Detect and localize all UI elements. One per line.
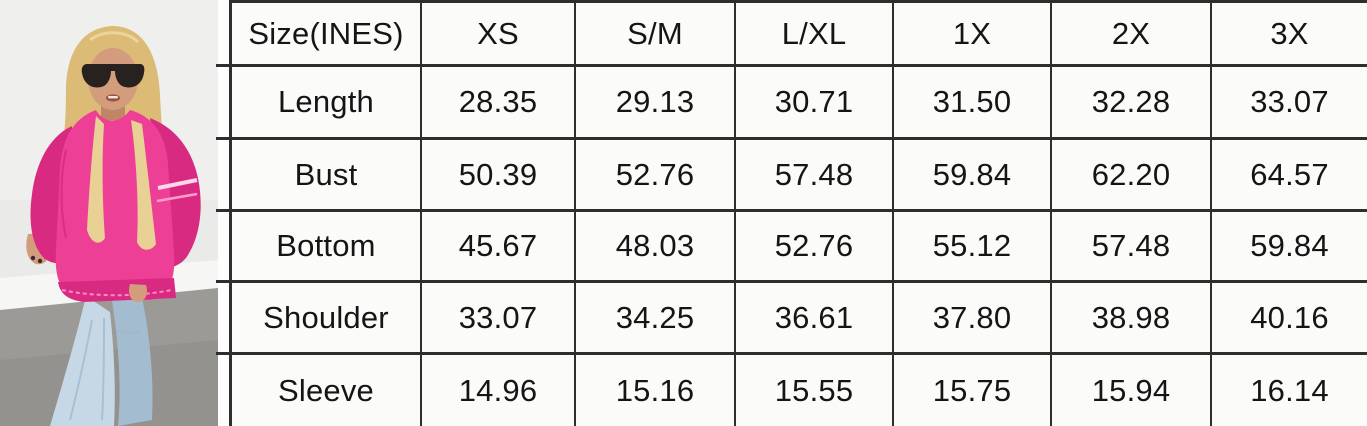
value-cell: 30.71: [736, 67, 894, 140]
value-cell: 59.84: [1212, 212, 1367, 283]
value-cell: 15.16: [576, 355, 736, 426]
value-cell: 15.75: [894, 355, 1052, 426]
value-cell: 55.12: [894, 212, 1052, 283]
value-cell: 31.50: [894, 67, 1052, 140]
product-photo: [0, 0, 218, 426]
row-label-bottom: Bottom: [232, 212, 422, 283]
value-cell: 33.07: [422, 283, 576, 355]
hair-front: [87, 31, 156, 250]
value-cell: 28.35: [422, 67, 576, 140]
value-cell: 15.94: [1052, 355, 1212, 426]
jeans: [50, 296, 153, 426]
header-cell-3x: 3X: [1212, 3, 1367, 67]
row-label-sleeve: Sleeve: [232, 355, 422, 426]
model-illustration: [0, 0, 218, 426]
rule-overhang: [216, 137, 230, 140]
row-label-shoulder: Shoulder: [232, 283, 422, 355]
value-cell: 62.20: [1052, 140, 1212, 212]
row-label-length: Length: [232, 67, 422, 140]
row-label-bust: Bust: [232, 140, 422, 212]
value-cell: 16.14: [1250, 372, 1329, 408]
header-cell-lxl: L/XL: [736, 3, 894, 67]
value-cell: 52.76: [736, 212, 894, 283]
rule-overhang: [216, 209, 230, 212]
left-hand: [128, 284, 148, 302]
value-cell: 33.07: [1212, 67, 1367, 140]
header-cell-sm: S/M: [576, 3, 736, 67]
face: [88, 48, 138, 110]
value-cell: 45.67: [422, 212, 576, 283]
value-cell: 36.61: [736, 283, 894, 355]
header-cell-2x: 2X: [1052, 3, 1212, 67]
value-cell: 48.03: [576, 212, 736, 283]
value-cell: 50.39: [422, 140, 576, 212]
value-cell: 59.84: [894, 140, 1052, 212]
value-cell: 32.28: [1052, 67, 1212, 140]
value-cell: 15.55: [736, 355, 894, 426]
header-cell-1x: 1X: [894, 3, 1052, 67]
value-cell: 14.96: [422, 355, 576, 426]
value-cell: 34.25: [576, 283, 736, 355]
value-cell: 57.48: [736, 140, 894, 212]
rule-overhang: [216, 352, 230, 355]
value-cell: 29.13: [576, 67, 736, 140]
value-cell: 64.57: [1212, 140, 1367, 212]
header-cell-xs: XS: [422, 3, 576, 67]
value-cell: 37.80: [894, 283, 1052, 355]
value-cell: 57.48: [1052, 212, 1212, 283]
rule-overhang: [216, 64, 230, 67]
header-cell-size: Size(INES): [232, 3, 422, 67]
sunglasses-icon: [81, 64, 145, 88]
value-cell: 40.16: [1212, 283, 1367, 355]
value-cell: 52.76: [576, 140, 736, 212]
rule-overhang: [216, 280, 230, 283]
value-cell: 38.98: [1052, 283, 1212, 355]
size-table: Size(INES) XS S/M L/XL 1X 2X 3X Length 2…: [229, 0, 1367, 426]
